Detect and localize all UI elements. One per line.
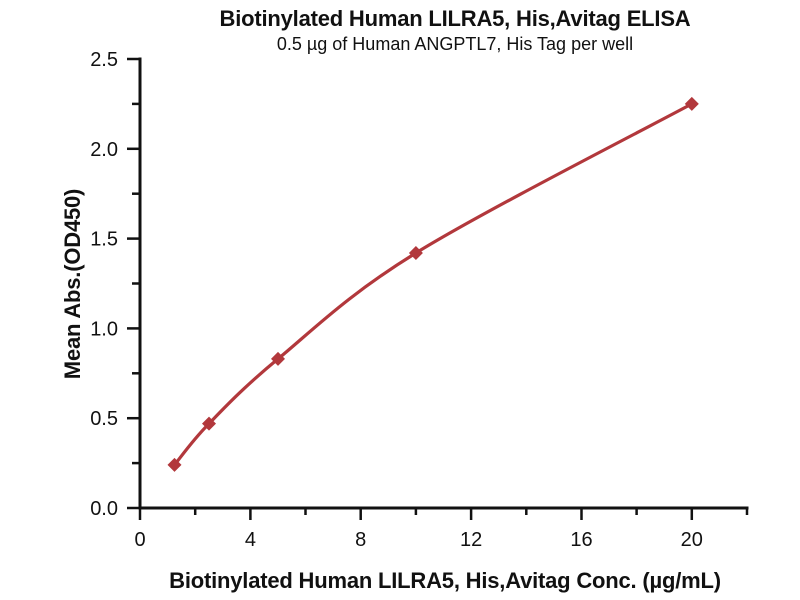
x-axis-label: Biotinylated Human LILRA5, His,Avitag Co… <box>169 568 721 593</box>
fit-curve <box>173 102 693 466</box>
x-tick-label: 0 <box>134 529 145 551</box>
data-point-marker <box>408 246 423 260</box>
axis-spines <box>138 57 749 510</box>
chart-title: Biotinylated Human LILRA5, His,Avitag EL… <box>219 6 691 31</box>
x-tick-label: 12 <box>460 529 482 551</box>
y-tick-label: 1.0 <box>90 318 118 340</box>
data-point-marker <box>202 416 216 431</box>
x-tick-label: 4 <box>245 529 256 551</box>
y-tick-label: 1.5 <box>90 229 118 251</box>
x-tick-label: 8 <box>355 529 366 551</box>
data-point-marker <box>167 457 182 472</box>
y-tick-label: 0.0 <box>90 498 118 520</box>
chart-subtitle: 0.5 µg of Human ANGPTL7, His Tag per wel… <box>276 34 634 54</box>
y-tick-label: 2.5 <box>90 49 118 71</box>
data-point-marker <box>684 96 699 111</box>
y-tick-label: 0.5 <box>90 408 118 430</box>
data-point-marker <box>271 351 285 366</box>
x-tick-label: 16 <box>570 529 592 551</box>
y-tick-label: 2.0 <box>90 139 118 161</box>
x-tick-label: 20 <box>681 529 703 551</box>
